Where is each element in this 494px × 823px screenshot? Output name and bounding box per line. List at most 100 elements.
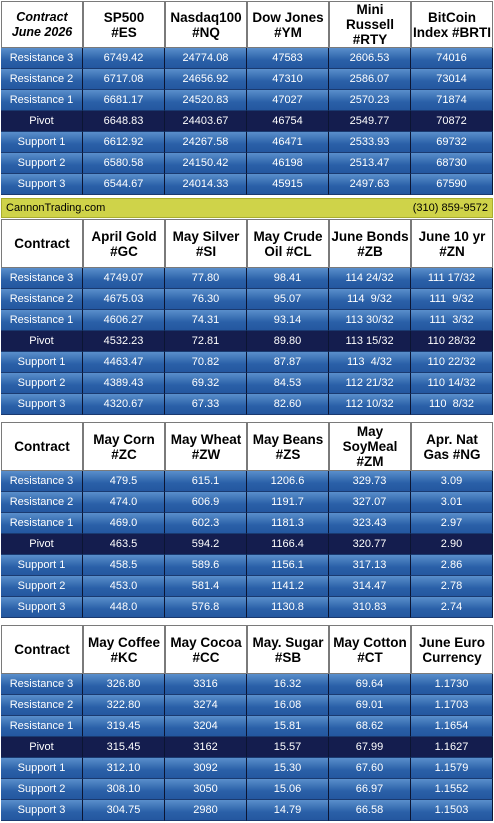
level-label: Resistance 3 xyxy=(1,268,83,289)
level-value: 3274 xyxy=(165,695,247,716)
level-value: 3092 xyxy=(165,758,247,779)
level-value: 76.30 xyxy=(165,289,247,310)
level-value: 3.01 xyxy=(411,492,493,513)
level-value: 46198 xyxy=(247,153,329,174)
level-value: 329.73 xyxy=(329,471,411,492)
level-value: 113 30/32 xyxy=(329,310,411,331)
column-header: SP500 #ES xyxy=(83,1,165,48)
level-value: 69.64 xyxy=(329,674,411,695)
level-value: 46471 xyxy=(247,132,329,153)
level-value: 1.1654 xyxy=(411,716,493,737)
level-value: 602.3 xyxy=(165,513,247,534)
column-header-line: #ES xyxy=(111,24,137,40)
column-header-line: May xyxy=(356,424,384,439)
level-value: 1141.2 xyxy=(247,576,329,597)
level-value: 6612.92 xyxy=(83,132,165,153)
column-header-line: May Corn xyxy=(93,431,155,447)
level-value: 453.0 xyxy=(83,576,165,597)
column-header-line: Currency xyxy=(422,649,482,665)
column-header-line: #ZB xyxy=(357,243,383,259)
level-label: Support 3 xyxy=(1,394,83,415)
level-label: Support 1 xyxy=(1,555,83,576)
column-header-line: SP500 xyxy=(103,9,145,25)
level-value: 113 4/32 xyxy=(329,352,411,373)
level-label: Support 3 xyxy=(1,597,83,618)
level-value: 323.43 xyxy=(329,513,411,534)
pivot-label: Pivot xyxy=(1,111,83,132)
level-value: 24267.58 xyxy=(165,132,247,153)
level-value: 110 8/32 xyxy=(411,394,493,415)
level-value: 66.58 xyxy=(329,800,411,821)
phone-text: (310) 859-9572 xyxy=(412,202,488,214)
level-value: 1191.7 xyxy=(247,492,329,513)
column-header-line: #RTY xyxy=(352,32,388,47)
pivot-value: 24403.67 xyxy=(165,111,247,132)
column-header-line: #YM xyxy=(274,24,302,40)
level-value: 68730 xyxy=(411,153,493,174)
level-label: Resistance 3 xyxy=(1,471,83,492)
level-label: Support 2 xyxy=(1,373,83,394)
level-value: 69.32 xyxy=(165,373,247,394)
level-value: 66.97 xyxy=(329,779,411,800)
level-value: 73014 xyxy=(411,69,493,90)
contact-banner: CannonTrading.com (310) 859-9572 xyxy=(1,198,493,218)
column-header-line: BitCoin xyxy=(428,9,476,25)
level-value: 84.53 xyxy=(247,373,329,394)
pivot-value: 110 28/32 xyxy=(411,331,493,352)
pivot-value: 1.1627 xyxy=(411,737,493,758)
level-value: 15.30 xyxy=(247,758,329,779)
column-header-line: #CC xyxy=(192,649,220,665)
column-header: May Crude Oil #CL xyxy=(247,219,329,268)
pivot-label: Pivot xyxy=(1,737,83,758)
contract-header-line: Contract xyxy=(14,439,70,454)
column-header-line: Index #BRTI xyxy=(413,24,492,40)
column-header-line: May Coffee xyxy=(87,634,160,650)
level-value: 606.9 xyxy=(165,492,247,513)
level-value: 95.07 xyxy=(247,289,329,310)
contract-header: Contract xyxy=(1,625,83,674)
pivot-value: 2549.77 xyxy=(329,111,411,132)
level-value: 327.07 xyxy=(329,492,411,513)
level-value: 68.62 xyxy=(329,716,411,737)
level-label: Support 1 xyxy=(1,132,83,153)
level-value: 14.79 xyxy=(247,800,329,821)
level-value: 474.0 xyxy=(83,492,165,513)
column-header: June 10 yr #ZN xyxy=(411,219,493,268)
column-header: May SoyMeal #ZM xyxy=(329,422,411,471)
level-value: 24520.83 xyxy=(165,90,247,111)
level-value: 67.33 xyxy=(165,394,247,415)
level-value: 1206.6 xyxy=(247,471,329,492)
level-label: Resistance 3 xyxy=(1,48,83,69)
level-value: 6717.08 xyxy=(83,69,165,90)
column-header-line: #GC xyxy=(110,243,138,259)
level-value: 15.81 xyxy=(247,716,329,737)
contract-header: Contract xyxy=(1,422,83,471)
level-value: 47027 xyxy=(247,90,329,111)
pivot-value: 89.80 xyxy=(247,331,329,352)
level-value: 93.14 xyxy=(247,310,329,331)
column-header-line: #ZC xyxy=(111,446,137,462)
pivot-value: 6648.83 xyxy=(83,111,165,132)
level-value: 2606.53 xyxy=(329,48,411,69)
column-header: April Gold #GC xyxy=(83,219,165,268)
level-value: 2.97 xyxy=(411,513,493,534)
level-label: Resistance 1 xyxy=(1,716,83,737)
level-value: 67590 xyxy=(411,174,493,195)
level-value: 4389.43 xyxy=(83,373,165,394)
column-header: June Bonds #ZB xyxy=(329,219,411,268)
column-header-line: May Cotton xyxy=(333,634,407,650)
contract-header: Contract June 2026 xyxy=(1,1,83,48)
level-value: 110 14/32 xyxy=(411,373,493,394)
level-value: 310.83 xyxy=(329,597,411,618)
level-value: 326.80 xyxy=(83,674,165,695)
level-value: 4463.47 xyxy=(83,352,165,373)
level-value: 16.32 xyxy=(247,674,329,695)
level-label: Resistance 2 xyxy=(1,69,83,90)
column-header: May Corn #ZC xyxy=(83,422,165,471)
level-value: 3316 xyxy=(165,674,247,695)
level-value: 82.60 xyxy=(247,394,329,415)
level-value: 1.1579 xyxy=(411,758,493,779)
level-value: 3050 xyxy=(165,779,247,800)
level-value: 74016 xyxy=(411,48,493,69)
